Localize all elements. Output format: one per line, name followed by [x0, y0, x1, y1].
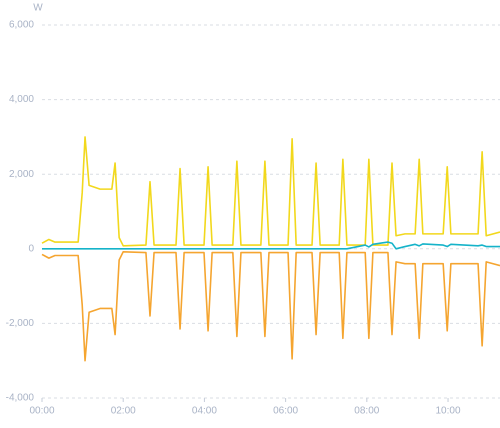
series-line [42, 241, 500, 250]
x-tick-label: 10:00 [436, 406, 461, 417]
y-tick-label: 0 [28, 243, 34, 254]
series-line [41, 136, 500, 247]
y-tick-label: 4,000 [9, 94, 34, 105]
x-tick-label: 06:00 [273, 406, 298, 417]
y-tick-label: -4,000 [6, 393, 35, 404]
x-tick-label: 02:00 [111, 406, 136, 417]
y-tick-label: -2,000 [6, 318, 35, 329]
y-tick-label: 6,000 [9, 20, 34, 31]
y-tick-label: 2,000 [9, 169, 34, 180]
x-tick-label: 08:00 [354, 406, 379, 417]
x-tick-label: 00:00 [29, 406, 54, 417]
series-line [41, 250, 500, 362]
y-unit: W [33, 3, 43, 14]
x-tick-label: 04:00 [192, 406, 217, 417]
